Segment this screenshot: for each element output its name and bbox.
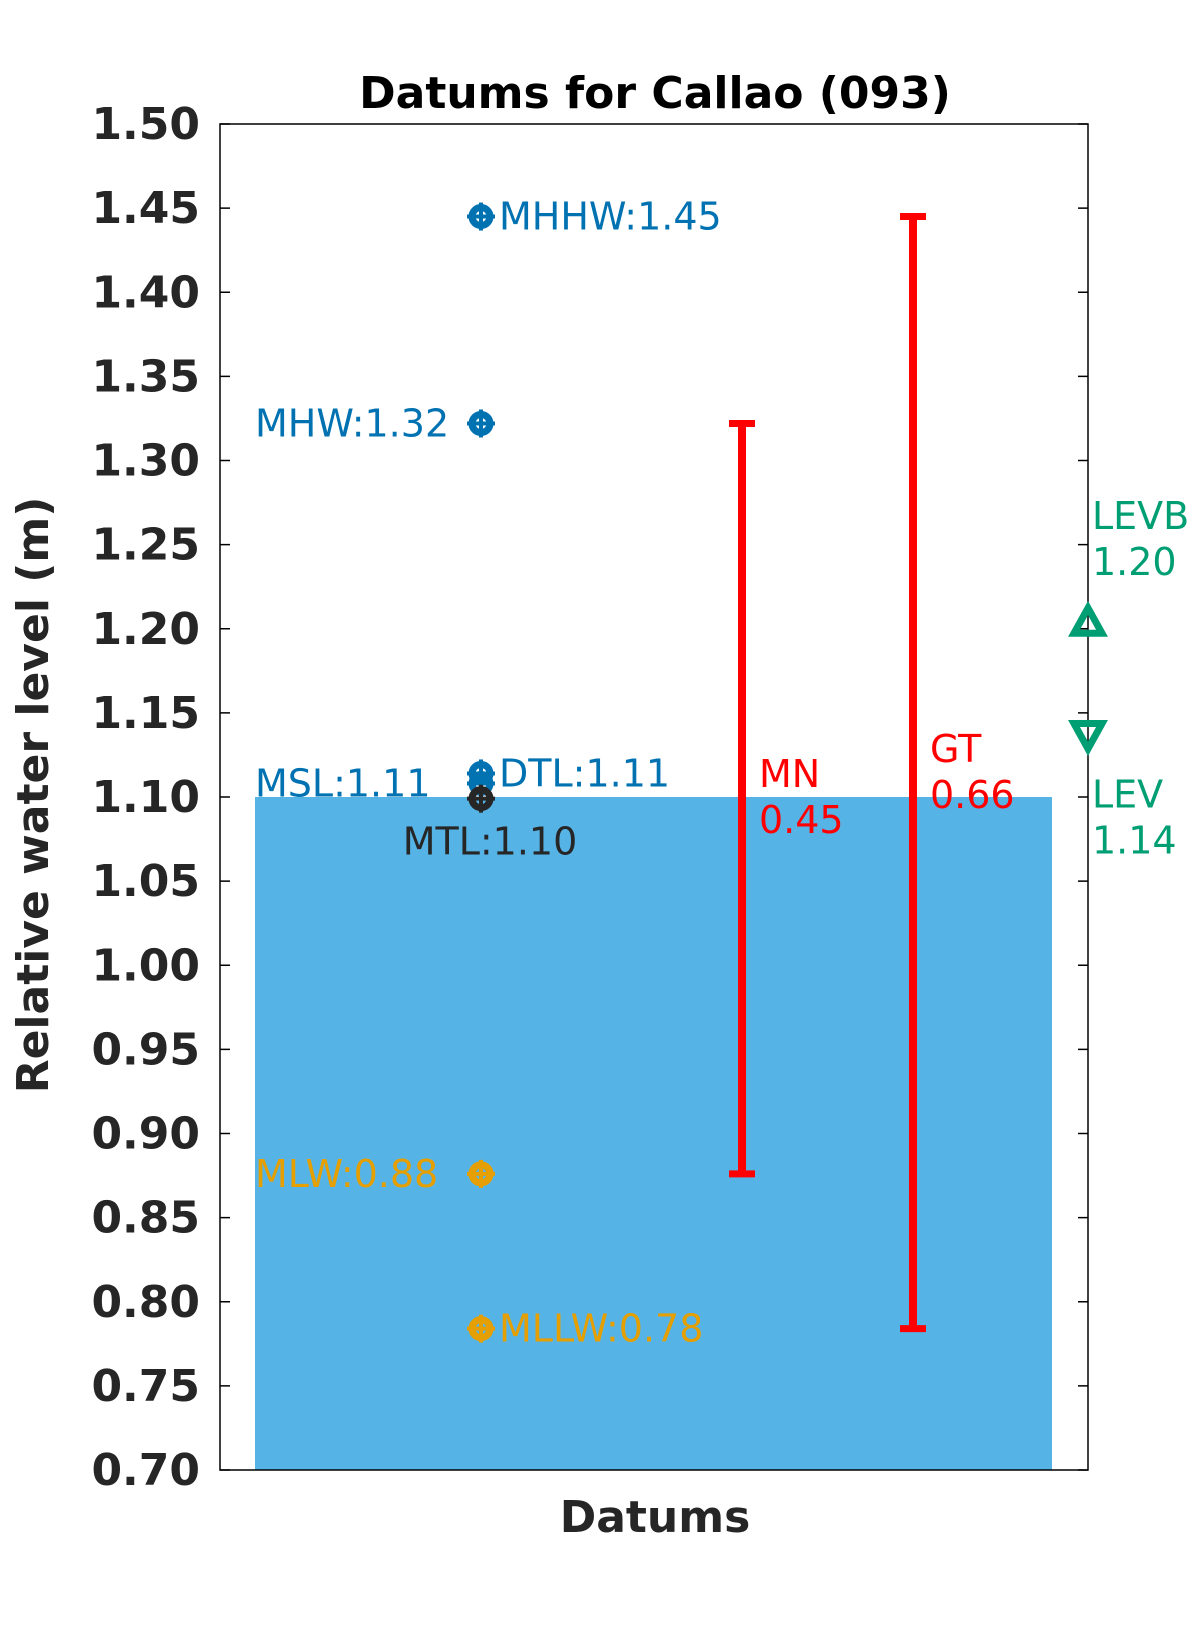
extreme-label-value: 1.20 bbox=[1092, 540, 1177, 584]
y-tick-label: 1.15 bbox=[91, 688, 200, 739]
y-axis-label: Relative water level (m) bbox=[8, 497, 59, 1094]
range-label-value: 0.66 bbox=[930, 773, 1015, 817]
extreme-marker-levb bbox=[1068, 600, 1108, 637]
extreme-label-name: LEVB bbox=[1092, 494, 1189, 538]
y-tick-label: 0.80 bbox=[91, 1277, 200, 1328]
water-level-fill bbox=[255, 797, 1052, 1470]
extreme-label-value: 1.14 bbox=[1092, 819, 1177, 863]
datum-label-mllw: MLLW:0.78 bbox=[499, 1307, 703, 1351]
plot-area: 0.70 0.75 0.80 0.85 0.90 0.95 1.00 1.05 1.10 1.15… bbox=[91, 99, 1189, 1496]
range-label-name: GT bbox=[930, 727, 982, 771]
datum-label-dtl: DTL:1.11 bbox=[499, 751, 670, 795]
y-tick-label: 0.75 bbox=[91, 1361, 200, 1412]
y-tick-label: 0.90 bbox=[91, 1109, 200, 1160]
range-label-name: MN bbox=[759, 752, 820, 796]
datum-label-mhhw: MHHW:1.45 bbox=[499, 195, 722, 239]
y-tick-label: 0.70 bbox=[91, 1445, 200, 1496]
range-label-value: 0.45 bbox=[759, 798, 844, 842]
y-tick-label: 1.25 bbox=[91, 520, 200, 571]
y-tick-label: 1.45 bbox=[91, 183, 200, 234]
datum-label-mlw: MLW:0.88 bbox=[255, 1152, 438, 1196]
y-tick-label: 1.30 bbox=[91, 436, 200, 487]
extreme-label-name: LEV bbox=[1092, 773, 1163, 817]
y-tick-label: 1.35 bbox=[91, 351, 200, 402]
x-axis-label: Datums bbox=[560, 1492, 751, 1543]
y-tick-label: 1.05 bbox=[91, 856, 200, 907]
chart-title: Datums for Callao (093) bbox=[359, 68, 951, 119]
extreme-marker-lev bbox=[1068, 720, 1108, 756]
datum-label-mtl: MTL:1.10 bbox=[403, 820, 578, 864]
y-tick-label: 1.40 bbox=[91, 267, 200, 318]
y-tick-label: 1.50 bbox=[91, 99, 200, 150]
datum-label-mhw: MHW:1.32 bbox=[255, 401, 449, 445]
datum-label-msl: MSL:1.11 bbox=[255, 762, 431, 806]
y-tick-label: 0.95 bbox=[91, 1024, 200, 1075]
y-tick-label: 1.10 bbox=[91, 772, 200, 823]
y-tick-label: 0.85 bbox=[91, 1193, 200, 1244]
y-tick-label: 1.20 bbox=[91, 604, 200, 655]
y-tick-label: 1.00 bbox=[91, 940, 200, 991]
